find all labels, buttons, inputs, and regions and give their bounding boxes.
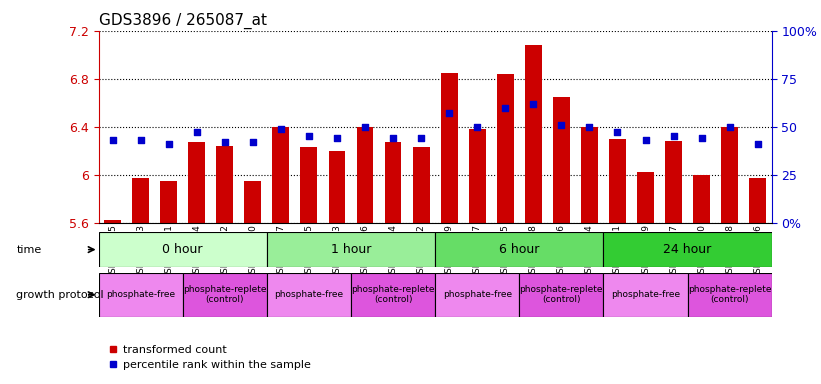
Point [415, 135, 428, 141]
Text: 0 hour: 0 hour [163, 243, 203, 256]
Bar [519, 273, 603, 317]
Bar [435, 273, 519, 317]
Bar [245, 181, 261, 223]
Point [246, 139, 259, 145]
Bar [99, 232, 267, 267]
Bar [328, 151, 346, 223]
Text: phosphate-replete
(control): phosphate-replete (control) [688, 285, 772, 305]
Point [470, 124, 484, 130]
Point [583, 124, 596, 130]
Text: time: time [16, 245, 42, 255]
Legend: transformed count, percentile rank within the sample: transformed count, percentile rank withi… [104, 340, 315, 375]
Text: phosphate-free: phosphate-free [106, 290, 175, 299]
Point [498, 104, 511, 111]
Text: growth protocol: growth protocol [16, 290, 104, 300]
Text: phosphate-replete
(control): phosphate-replete (control) [520, 285, 603, 305]
Text: phosphate-free: phosphate-free [274, 290, 343, 299]
Text: phosphate-replete
(control): phosphate-replete (control) [351, 285, 435, 305]
Bar [603, 273, 688, 317]
Point [695, 135, 709, 141]
Bar [581, 127, 598, 223]
Point [302, 133, 315, 139]
Bar [267, 232, 435, 267]
Point [218, 139, 232, 145]
Bar [413, 147, 429, 223]
Point [162, 141, 175, 147]
Point [387, 135, 400, 141]
Bar [104, 220, 121, 223]
Point [443, 110, 456, 116]
Bar [687, 273, 772, 317]
Bar [351, 273, 435, 317]
Bar [693, 175, 710, 223]
Bar [665, 141, 682, 223]
Text: GDS3896 / 265087_at: GDS3896 / 265087_at [99, 13, 267, 29]
Point [667, 133, 680, 139]
Bar [469, 129, 485, 223]
Point [611, 129, 624, 136]
Bar [603, 232, 772, 267]
Point [106, 137, 119, 143]
Text: phosphate-free: phosphate-free [443, 290, 511, 299]
Bar [750, 178, 766, 223]
Bar [356, 127, 374, 223]
Bar [441, 73, 457, 223]
Bar [553, 97, 570, 223]
Bar [721, 127, 738, 223]
Bar [384, 142, 401, 223]
Point [190, 129, 204, 136]
Bar [160, 181, 177, 223]
Point [527, 101, 540, 107]
Text: 6 hour: 6 hour [499, 243, 539, 256]
Text: phosphate-replete
(control): phosphate-replete (control) [183, 285, 267, 305]
Bar [182, 273, 267, 317]
Point [723, 124, 736, 130]
Point [274, 126, 287, 132]
Bar [188, 142, 205, 223]
Bar [99, 273, 182, 317]
Bar [300, 147, 317, 223]
Point [751, 141, 764, 147]
Point [555, 122, 568, 128]
Point [134, 137, 147, 143]
Bar [132, 178, 149, 223]
Bar [497, 74, 514, 223]
Bar [273, 127, 289, 223]
Bar [267, 273, 351, 317]
Text: 24 hour: 24 hour [663, 243, 712, 256]
Bar [525, 45, 542, 223]
Point [330, 135, 343, 141]
Text: 1 hour: 1 hour [331, 243, 371, 256]
Bar [637, 172, 654, 223]
Point [359, 124, 372, 130]
Bar [435, 232, 603, 267]
Bar [609, 139, 626, 223]
Text: phosphate-free: phosphate-free [611, 290, 680, 299]
Bar [217, 146, 233, 223]
Point [639, 137, 652, 143]
